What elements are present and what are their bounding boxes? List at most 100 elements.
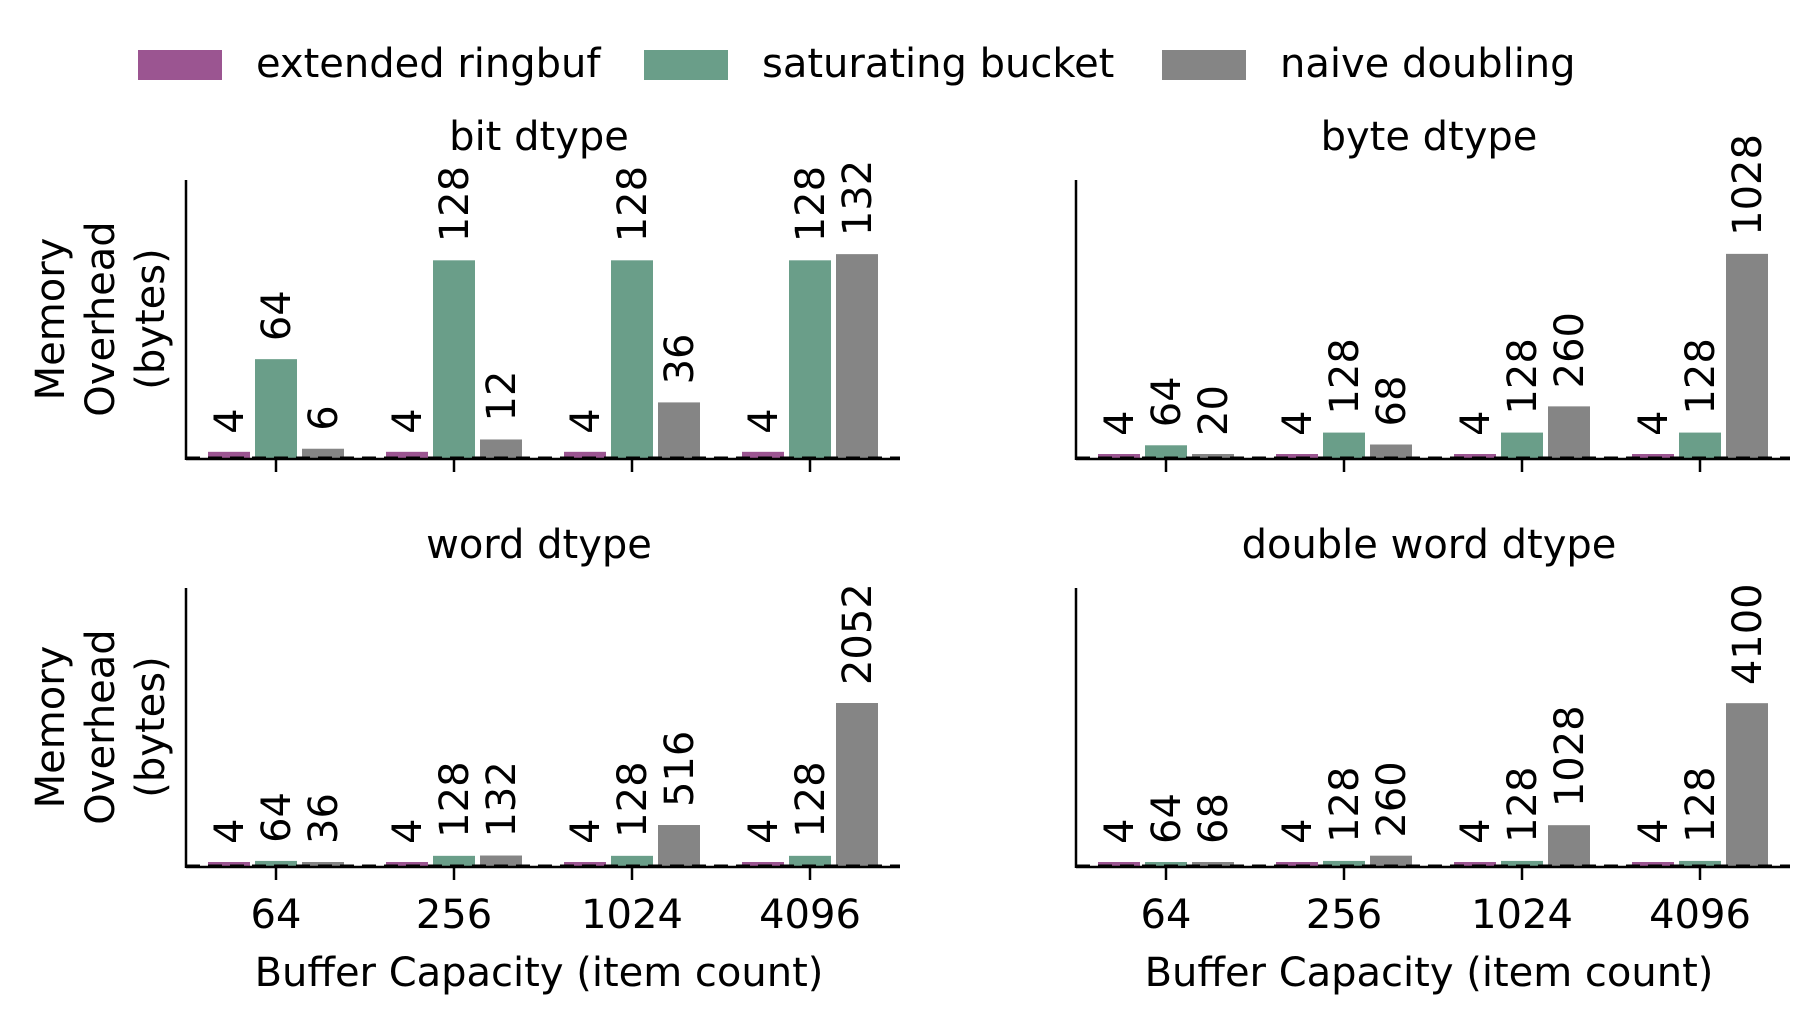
- bar-value-label: 4: [741, 819, 787, 844]
- legend: extended ringbuf saturating bucket naive d…: [138, 41, 1576, 87]
- bar-value-label: 4: [563, 408, 609, 433]
- bar-value-label: 20: [1191, 385, 1237, 436]
- bar-saturating-bucket-256: [1323, 860, 1365, 866]
- bar-value-label: 4: [741, 408, 787, 433]
- x-axis-label: Buffer Capacity (item count): [255, 950, 824, 996]
- bar-naive-doubling-1024: [1548, 406, 1590, 458]
- bar-value-label: 64: [1144, 376, 1190, 427]
- bar-extended-ringbuf-4096: [1632, 862, 1674, 866]
- panel-title: double word dtype: [1242, 522, 1617, 568]
- bar-naive-doubling-256: [1370, 855, 1412, 866]
- legend-label-naive-doubling: naive doubling: [1280, 41, 1576, 87]
- bar-value-label: 1028: [1547, 705, 1593, 807]
- bar-value-label: 4: [1453, 411, 1499, 436]
- bar-value-label: 128: [788, 761, 834, 837]
- x-tick-label: 4096: [1649, 892, 1751, 938]
- bar-value-label: 68: [1369, 376, 1415, 427]
- panel-title: bit dtype: [449, 114, 629, 160]
- bar-value-label: 4: [207, 408, 253, 433]
- bar-naive-doubling-1024: [658, 402, 700, 458]
- x-tick-label: 1024: [1471, 892, 1573, 938]
- bar-value-label: 4: [207, 819, 253, 844]
- bar-value-label: 4: [1275, 411, 1321, 436]
- bar-saturating-bucket-256: [433, 855, 475, 866]
- bar-naive-doubling-64: [1192, 862, 1234, 866]
- bar-saturating-bucket-64: [255, 359, 297, 458]
- bar-value-label: 128: [1500, 338, 1546, 414]
- x-tick-label: 256: [1306, 892, 1382, 938]
- bar-value-label: 4: [1631, 819, 1677, 844]
- x-tick-label: 4096: [759, 892, 861, 938]
- bar-value-label: 1028: [1725, 134, 1771, 236]
- y-axis-label: Memory Overhead (bytes): [28, 629, 174, 824]
- bar-naive-doubling-4096: [836, 254, 878, 458]
- panel-title: byte dtype: [1321, 114, 1538, 160]
- bar-value-label: 128: [788, 166, 834, 242]
- bar-extended-ringbuf-64: [208, 862, 250, 866]
- legend-label-extended-ringbuf: extended ringbuf: [256, 41, 601, 87]
- bar-extended-ringbuf-1024: [564, 862, 606, 866]
- bar-value-label: 4: [1097, 411, 1143, 436]
- bar-saturating-bucket-1024: [1501, 432, 1543, 458]
- bar-extended-ringbuf-256: [1276, 862, 1318, 866]
- bar-value-label: 128: [610, 166, 656, 242]
- legend-swatch-extended-ringbuf: [138, 50, 222, 80]
- bar-value-label: 4100: [1725, 583, 1771, 685]
- bar-value-label: 128: [1678, 338, 1724, 414]
- bar-value-label: 6: [301, 405, 347, 430]
- bar-extended-ringbuf-256: [386, 451, 428, 458]
- bar-saturating-bucket-1024: [1501, 860, 1543, 866]
- panel-title: word dtype: [426, 522, 652, 568]
- bar-naive-doubling-4096: [1726, 703, 1768, 866]
- bar-extended-ringbuf-4096: [1632, 454, 1674, 458]
- bar-extended-ringbuf-64: [208, 451, 250, 458]
- bar-saturating-bucket-256: [433, 260, 475, 458]
- bar-value-label: 4: [1097, 819, 1143, 844]
- bar-extended-ringbuf-4096: [742, 451, 784, 458]
- bar-naive-doubling-4096: [836, 703, 878, 866]
- bar-naive-doubling-256: [480, 855, 522, 866]
- bar-extended-ringbuf-1024: [564, 451, 606, 458]
- bar-value-label: 12: [479, 371, 525, 422]
- bar-value-label: 64: [1144, 793, 1190, 844]
- bar-saturating-bucket-1024: [611, 260, 653, 458]
- bar-extended-ringbuf-64: [1098, 862, 1140, 866]
- bar-naive-doubling-64: [302, 448, 344, 458]
- x-tick-label: 64: [1141, 892, 1192, 938]
- bar-value-label: 128: [1678, 767, 1724, 843]
- bar-value-label: 128: [1500, 767, 1546, 843]
- bar-extended-ringbuf-1024: [1454, 862, 1496, 866]
- bar-value-label: 36: [301, 793, 347, 844]
- legend-swatch-saturating-bucket: [644, 50, 728, 80]
- bar-value-label: 4: [563, 819, 609, 844]
- bar-value-label: 64: [254, 792, 300, 843]
- bar-value-label: 128: [610, 761, 656, 837]
- bar-saturating-bucket-256: [1323, 432, 1365, 458]
- bar-value-label: 128: [1322, 767, 1368, 843]
- bar-value-label: 4: [385, 819, 431, 844]
- bar-saturating-bucket-4096: [789, 855, 831, 866]
- bar-value-label: 132: [479, 761, 525, 837]
- bar-value-label: 128: [432, 761, 478, 837]
- bar-extended-ringbuf-1024: [1454, 454, 1496, 458]
- bar-value-label: 4: [1275, 819, 1321, 844]
- bar-value-label: 2052: [835, 583, 881, 685]
- bar-saturating-bucket-4096: [789, 260, 831, 458]
- x-tick-label: 256: [416, 892, 492, 938]
- x-tick-label: 1024: [581, 892, 683, 938]
- legend-label-saturating-bucket: saturating bucket: [762, 41, 1114, 87]
- bar-naive-doubling-256: [480, 439, 522, 458]
- bar-value-label: 128: [432, 166, 478, 242]
- bar-value-label: 36: [657, 333, 703, 384]
- bar-naive-doubling-256: [1370, 444, 1412, 458]
- bar-value-label: 4: [1453, 819, 1499, 844]
- bar-naive-doubling-4096: [1726, 253, 1768, 458]
- x-axis-label: Buffer Capacity (item count): [1145, 950, 1714, 996]
- bar-value-label: 4: [385, 408, 431, 433]
- bar-value-label: 64: [254, 290, 300, 341]
- bar-extended-ringbuf-256: [386, 862, 428, 866]
- bar-value-label: 260: [1547, 312, 1593, 388]
